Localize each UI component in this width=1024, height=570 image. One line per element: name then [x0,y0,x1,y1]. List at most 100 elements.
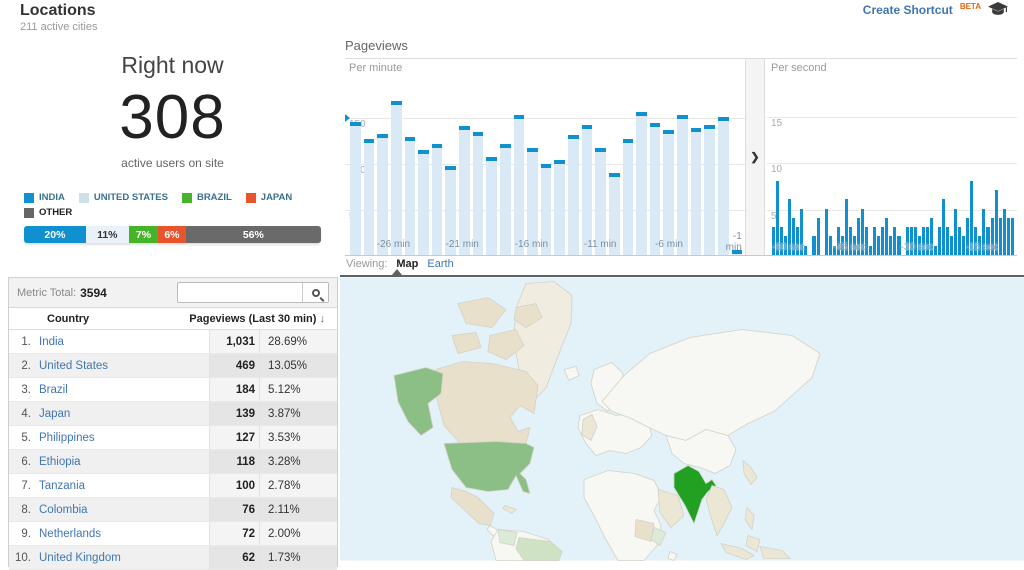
minute-bar [731,250,743,255]
minute-bar [704,125,715,255]
second-bar [933,245,937,255]
second-bar [954,208,958,255]
country-legend: INDIA UNITED STATES BRAZIL JAPAN OTHER [24,192,321,218]
second-bar [1010,217,1014,255]
legend-item: INDIA [24,192,65,203]
minute-bar [540,163,552,255]
second-bar [946,227,950,255]
viewing-toggle: Viewing: Map Earth [346,258,454,270]
country-united-states [443,441,535,495]
column-country[interactable]: Country [47,312,90,325]
chevron-right-icon: ❯ [750,151,760,164]
world-map[interactable] [340,277,1024,561]
region-alaska [393,367,444,437]
pageviews-percent: 5.12% [259,378,337,401]
second-bar [861,208,865,255]
second-bar [776,180,780,255]
beta-badge: BETA [959,2,981,11]
table-row: 3. Brazil 184 5.12% [9,378,337,402]
second-bar [929,217,933,255]
legend-label: BRAZIL [196,192,232,204]
country-link[interactable]: United Kingdom [39,551,121,564]
chart-expand-handle[interactable]: ❯ [745,59,765,255]
legend-label: INDIA [39,192,65,204]
second-bar [836,227,840,255]
right-now-label: Right now [121,52,224,78]
country-link[interactable]: Tanzania [39,479,86,492]
gridline: 15 [767,116,1017,129]
gridline: 5 [767,209,1017,222]
second-bar [937,227,941,255]
table-row: 9. Netherlands 72 2.00% [9,522,337,546]
row-rank: 3. [21,383,31,396]
second-bar [958,227,962,255]
axis-tick-label: 5 [771,210,777,222]
graduation-cap-icon[interactable] [988,2,1008,17]
legend-swatch [24,192,34,203]
column-pageviews[interactable]: Pageviews (Last 30 min) ↓ [189,312,325,325]
search-input[interactable] [178,283,302,302]
country-link[interactable]: United States [39,359,109,372]
second-bar [982,208,986,255]
second-bar [905,227,909,255]
second-bar [950,236,954,255]
map-tab-pointer [392,269,402,275]
header-actions: Create Shortcut BETA [863,2,1008,17]
second-bar [877,236,881,255]
region-arabia [657,488,685,529]
pageviews-value: 1,031 [209,330,259,353]
second-bar [844,199,848,255]
country-link[interactable]: India [39,335,64,348]
region-russia-asia [601,329,821,441]
country-cuba [502,505,517,514]
row-rank: 7. [21,479,31,492]
tab-map[interactable]: Map [396,258,419,270]
pageviews-percent: 3.53% [259,426,337,449]
minute-bar [499,143,511,255]
tab-earth[interactable]: Earth [427,258,454,270]
current-level-marker [345,114,350,122]
minute-bar [677,115,688,255]
second-bar [796,227,800,255]
second-bar [966,217,970,255]
second-bar [962,236,966,255]
country-link[interactable]: Colombia [39,503,88,516]
second-bar [881,227,885,255]
minute-bar [418,150,429,255]
page-title: Locations [20,2,96,19]
search-button[interactable] [302,283,328,302]
pageviews-percent: 2.00% [259,522,337,545]
second-bar [1006,217,1010,255]
country-link[interactable]: Brazil [39,383,68,396]
region-china [665,429,737,474]
country-link[interactable]: Netherlands [39,527,102,540]
minute-bar [649,123,661,255]
table-row: 6. Ethiopia 118 3.28% [9,450,337,474]
second-bar [893,227,897,255]
search-icon [311,288,320,297]
country-link[interactable]: Japan [39,407,71,420]
per-second-label: Per second [771,62,827,74]
country-link[interactable]: Philippines [39,431,95,444]
right-now-card: Right now 308 active users on site INDIA… [0,34,345,244]
axis-tick-label: 15 [771,117,783,129]
country-ethiopia [650,526,667,547]
per-minute-chart: Per minute 15010050 -26 min-21 min-16 mi… [345,59,745,255]
pageviews-value: 118 [209,450,259,473]
country-link[interactable]: Ethiopia [39,455,81,468]
axis-tick-label: 10 [771,164,783,175]
minute-bar [595,148,606,255]
second-bar [897,236,901,255]
minute-bar [459,126,470,255]
table-row: 10. United Kingdom 62 1.73% [9,546,337,570]
second-bar [873,227,877,255]
minute-bar [527,148,538,255]
country-canada-islands [451,297,543,360]
second-bar [913,227,917,255]
second-bar [865,227,869,255]
active-cities-count: 211 active cities [20,21,98,33]
pageviews-percent: 13.05% [259,354,337,377]
legend-item: BRAZIL [181,192,232,204]
create-shortcut-link[interactable]: Create Shortcut [862,2,953,17]
